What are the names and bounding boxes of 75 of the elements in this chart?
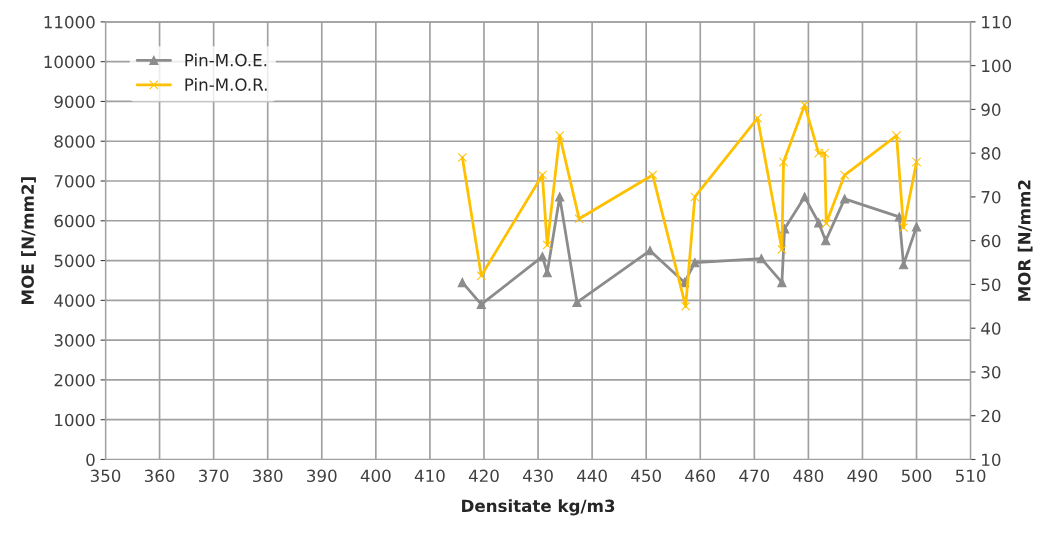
y2-tick-label: 110 <box>982 15 1012 29</box>
legend-label: Pin-M.O.E. <box>185 53 267 67</box>
point <box>839 194 850 204</box>
x-tick-label: 390 <box>307 469 337 483</box>
point <box>645 245 655 256</box>
point <box>574 214 584 224</box>
x-tick-label: 420 <box>468 469 499 483</box>
y2-tick-label: 60 <box>981 234 1001 248</box>
x-tick-label: 470 <box>739 469 770 483</box>
point <box>911 157 922 167</box>
y-tick-label: 1000 <box>55 413 95 427</box>
point <box>572 297 582 308</box>
point <box>647 170 658 180</box>
point <box>911 222 922 232</box>
point <box>839 170 850 180</box>
point <box>690 257 700 268</box>
point <box>752 113 763 123</box>
point <box>476 299 486 310</box>
y-tick-label: 2000 <box>54 373 95 387</box>
y2-tick-label: 70 <box>981 190 1001 204</box>
y-tick-label: 3000 <box>54 334 95 347</box>
x-tick-label: 510 <box>955 469 986 483</box>
y-tick-label: 8000 <box>54 135 95 148</box>
x-tick-label: 350 <box>90 469 121 483</box>
legend-label: Pin-M.O.R. <box>185 78 267 91</box>
point <box>756 253 767 264</box>
point <box>680 301 691 312</box>
y2-tick-label: 50 <box>981 278 1001 292</box>
y2-tick-label: 40 <box>981 322 1001 335</box>
x-tick-label: 440 <box>577 469 607 483</box>
y2-tick-label: 90 <box>981 103 1001 116</box>
y2-tick-label: 20 <box>981 409 1001 423</box>
y-tick-label: 0 <box>86 453 95 467</box>
x-tick-label: 430 <box>522 469 553 483</box>
y2-tick-label: 80 <box>981 147 1001 160</box>
point <box>777 244 787 255</box>
y-tick-label: 4000 <box>54 294 95 307</box>
x-tick-label: 480 <box>793 469 824 483</box>
x-tick-label: 400 <box>360 469 391 483</box>
x-tick-label: 360 <box>144 469 175 483</box>
point <box>476 271 486 281</box>
y2-axis-title: MOR [N/mm2 <box>1017 180 1033 301</box>
y-axis-title: MOE [N/mm2] <box>21 177 36 304</box>
point <box>554 192 565 202</box>
x-tick-label: 500 <box>901 469 932 483</box>
y-tick-label: 6000 <box>54 214 95 228</box>
y2-tick-label: 30 <box>981 365 1001 379</box>
x-tick-label: 450 <box>631 469 661 483</box>
point <box>457 152 468 163</box>
point <box>799 100 810 110</box>
y-tick-label: 11000 <box>44 15 95 29</box>
y-tick-label: 7000 <box>54 174 95 188</box>
point <box>542 240 552 250</box>
x-tick-label: 380 <box>253 469 283 483</box>
point <box>799 192 810 202</box>
x-tick-label: 490 <box>847 469 878 483</box>
point <box>690 192 700 202</box>
point <box>821 218 831 228</box>
y-tick-label: 5000 <box>54 254 95 268</box>
y2-tick-label: 10 <box>982 453 1001 467</box>
point <box>554 130 565 141</box>
point <box>898 222 909 233</box>
point <box>813 218 824 228</box>
y-tick-label: 9000 <box>54 95 95 109</box>
y2-tick-label: 100 <box>982 59 1012 73</box>
x-tick-label: 460 <box>685 469 716 483</box>
x-tick-label: 370 <box>199 469 229 483</box>
x-axis-title: Densitate kg/m3 <box>462 499 615 516</box>
point <box>891 130 902 141</box>
y-tick-label: 10000 <box>44 55 95 69</box>
point <box>457 277 468 288</box>
x-tick-label: 410 <box>414 469 445 483</box>
point <box>778 157 789 167</box>
point <box>537 170 548 180</box>
point <box>821 235 831 246</box>
